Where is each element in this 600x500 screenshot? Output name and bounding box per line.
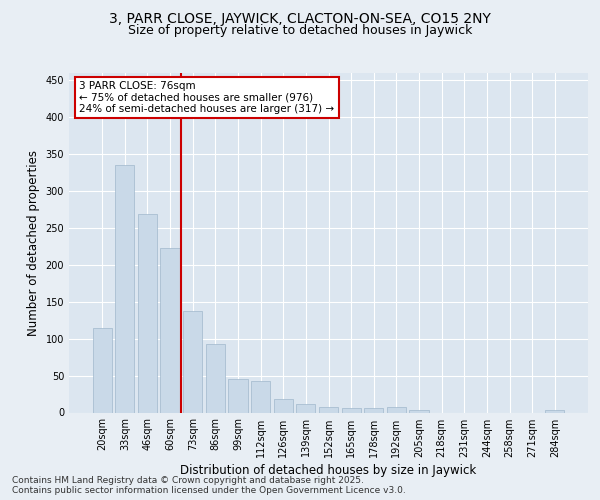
Bar bbox=[138, 214, 157, 412]
Text: 3 PARR CLOSE: 76sqm
← 75% of detached houses are smaller (976)
24% of semi-detac: 3 PARR CLOSE: 76sqm ← 75% of detached ho… bbox=[79, 81, 335, 114]
Bar bbox=[387, 408, 406, 412]
Bar bbox=[251, 382, 270, 412]
Bar bbox=[274, 399, 293, 412]
Text: Size of property relative to detached houses in Jaywick: Size of property relative to detached ho… bbox=[128, 24, 472, 37]
Bar bbox=[206, 344, 225, 412]
Bar bbox=[409, 410, 428, 412]
Text: 3, PARR CLOSE, JAYWICK, CLACTON-ON-SEA, CO15 2NY: 3, PARR CLOSE, JAYWICK, CLACTON-ON-SEA, … bbox=[109, 12, 491, 26]
Bar bbox=[545, 410, 565, 412]
Bar bbox=[160, 248, 180, 412]
Bar bbox=[229, 378, 248, 412]
Bar bbox=[319, 408, 338, 412]
Bar bbox=[183, 310, 202, 412]
Bar bbox=[92, 328, 112, 412]
Bar bbox=[364, 408, 383, 412]
Bar bbox=[341, 408, 361, 412]
Bar bbox=[115, 165, 134, 412]
X-axis label: Distribution of detached houses by size in Jaywick: Distribution of detached houses by size … bbox=[181, 464, 476, 476]
Bar bbox=[296, 404, 316, 412]
Y-axis label: Number of detached properties: Number of detached properties bbox=[27, 150, 40, 336]
Text: Contains HM Land Registry data © Crown copyright and database right 2025.
Contai: Contains HM Land Registry data © Crown c… bbox=[12, 476, 406, 495]
